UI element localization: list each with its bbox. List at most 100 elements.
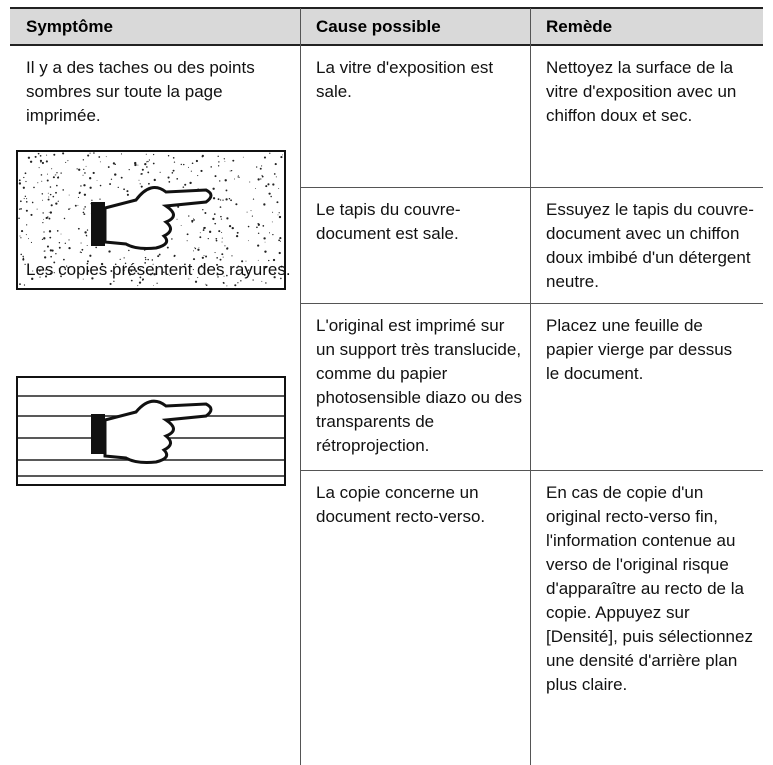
dot <box>145 153 147 155</box>
dot <box>39 276 41 278</box>
dot <box>226 217 229 220</box>
dot <box>137 164 139 166</box>
dot <box>267 183 270 186</box>
dot <box>176 177 179 180</box>
dot <box>30 213 33 216</box>
dot <box>240 280 242 282</box>
dot <box>56 172 58 174</box>
cause: La vitre d'exposition est sale. <box>316 58 494 101</box>
dot <box>86 245 88 247</box>
dot <box>166 246 169 249</box>
dot <box>212 197 216 200</box>
dot <box>180 224 182 226</box>
dot <box>38 269 41 272</box>
dot <box>80 252 82 254</box>
dot <box>189 181 192 185</box>
dot <box>214 251 216 254</box>
dot <box>37 152 40 155</box>
dot <box>109 282 112 286</box>
dot <box>69 207 71 209</box>
dot <box>43 218 44 220</box>
symptom: Les copies présentent des rayures. <box>26 260 291 279</box>
dot <box>28 238 30 240</box>
row-line <box>300 470 763 471</box>
dot <box>44 275 48 278</box>
dot <box>83 168 85 171</box>
dot <box>55 202 58 205</box>
dot <box>188 215 190 217</box>
dot <box>200 169 203 172</box>
dot <box>81 248 84 251</box>
dot <box>93 152 95 154</box>
remedy: En cas de copie d'un original recto-vers… <box>546 483 753 694</box>
col-line <box>530 8 531 765</box>
dot <box>226 285 228 287</box>
dot <box>19 235 21 237</box>
dot <box>46 154 48 156</box>
dot <box>128 271 130 274</box>
dot <box>60 233 62 235</box>
dot <box>264 250 267 253</box>
dot <box>83 208 85 210</box>
symptom: Il y a des taches ou des points sombres … <box>26 58 255 125</box>
dot <box>153 284 154 286</box>
dot <box>65 265 68 267</box>
dot <box>89 186 92 189</box>
dot <box>39 154 42 157</box>
dot <box>43 231 45 233</box>
cause: Le tapis du couvre-document est sale. <box>316 200 461 243</box>
dot <box>217 276 219 278</box>
dot <box>24 172 27 175</box>
dot <box>84 206 86 208</box>
hand-icon-stripes <box>16 376 286 486</box>
dot <box>63 258 65 261</box>
dot <box>274 163 277 166</box>
dot <box>152 162 155 165</box>
dot <box>78 192 81 195</box>
dot <box>77 227 80 230</box>
dot <box>58 246 61 249</box>
dot <box>156 282 158 284</box>
dot <box>215 237 218 240</box>
dot <box>217 165 220 167</box>
dot <box>56 184 58 187</box>
dot <box>202 229 205 231</box>
dot <box>18 182 22 185</box>
dot <box>193 218 194 220</box>
dot <box>140 268 142 270</box>
dot <box>110 269 113 272</box>
dot <box>30 241 33 244</box>
dot <box>48 196 50 198</box>
dot <box>180 163 182 166</box>
dot <box>207 238 209 240</box>
dot <box>282 154 284 156</box>
dot <box>197 276 199 279</box>
dot <box>213 213 216 215</box>
dot <box>55 174 57 176</box>
dot <box>192 258 196 261</box>
dot <box>86 260 89 263</box>
dot <box>19 283 21 286</box>
dot <box>23 284 26 286</box>
dot <box>123 188 125 191</box>
dot <box>99 198 101 200</box>
dot <box>190 170 192 172</box>
dot <box>105 156 107 158</box>
dot <box>83 184 86 187</box>
dot <box>171 238 173 240</box>
dot <box>194 246 196 248</box>
dot <box>19 200 22 203</box>
dot <box>255 188 257 189</box>
dot <box>113 280 115 283</box>
dot <box>215 239 218 242</box>
dot <box>65 161 67 163</box>
dot <box>128 168 130 171</box>
dot <box>260 178 262 180</box>
dot <box>87 154 90 157</box>
dot <box>271 221 273 223</box>
dot <box>126 190 129 193</box>
dot <box>172 156 175 159</box>
dot <box>280 265 283 268</box>
dot <box>57 176 60 179</box>
dot <box>47 192 49 194</box>
